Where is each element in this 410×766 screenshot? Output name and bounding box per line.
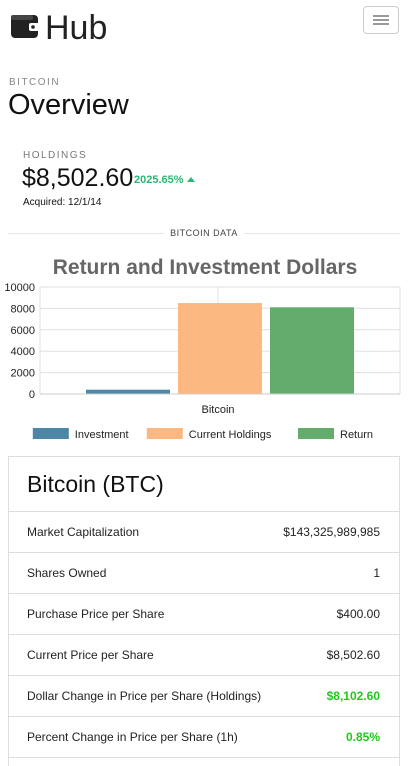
row-value: $143,325,989,985 bbox=[283, 525, 380, 539]
bar-investment bbox=[86, 389, 170, 394]
divider-label: BITCOIN DATA bbox=[164, 226, 244, 240]
row-value: $400.00 bbox=[336, 607, 380, 621]
holdings-change: 2025.65% bbox=[134, 174, 195, 186]
legend-item: Current Holdings bbox=[189, 429, 272, 441]
details-table: Market Capitalization $143,325,989,985 Sha… bbox=[9, 512, 399, 758]
row-value: $8,102.60 bbox=[326, 689, 380, 703]
y-tick-label: 6000 bbox=[11, 325, 35, 337]
hamburger-icon bbox=[373, 15, 389, 17]
app-title: Hub bbox=[45, 9, 108, 47]
table-row: Percent Change in Price per Share (1h) 0.… bbox=[9, 717, 399, 758]
x-tick-label: Bitcoin bbox=[201, 404, 234, 416]
y-tick-label: 2000 bbox=[11, 368, 35, 380]
row-label: Current Price per Share bbox=[27, 648, 154, 662]
bar-return bbox=[270, 307, 354, 394]
acquired-date: Acquired: 12/1/14 bbox=[23, 197, 102, 208]
y-tick-label: 4000 bbox=[11, 346, 35, 358]
table-row: Current Price per Share $8,502.60 bbox=[9, 635, 399, 676]
holdings-value: $8,502.60 bbox=[22, 164, 134, 192]
card-title: Bitcoin (BTC) bbox=[9, 457, 399, 512]
row-value: 0.85% bbox=[345, 730, 380, 744]
row-value: $8,502.60 bbox=[326, 648, 380, 662]
row-label: Purchase Price per Share bbox=[27, 607, 165, 621]
bar-current-holdings bbox=[178, 303, 262, 394]
legend-item: Return bbox=[340, 429, 373, 441]
row-label: Market Capitalization bbox=[27, 525, 140, 539]
holdings-change-percent: 2025.65% bbox=[134, 174, 184, 186]
legend-swatch bbox=[298, 428, 334, 439]
menu-toggle-button[interactable] bbox=[363, 6, 399, 34]
row-label: Shares Owned bbox=[27, 566, 107, 580]
row-value: 1 bbox=[373, 566, 380, 580]
table-row: Purchase Price per Share $400.00 bbox=[9, 594, 399, 635]
legend-item: Investment bbox=[75, 429, 129, 441]
wallet-icon bbox=[10, 12, 40, 45]
page-title: Overview bbox=[8, 89, 129, 121]
row-label: Dollar Change in Price per Share (Holdin… bbox=[27, 689, 262, 703]
caret-up-icon bbox=[186, 177, 195, 182]
chart-container: Return and Investment Dollars 0 2000 4000 60… bbox=[0, 248, 410, 448]
y-tick-label: 8000 bbox=[11, 303, 35, 315]
chart-title: Return and Investment Dollars bbox=[53, 256, 358, 279]
legend-swatch bbox=[146, 428, 183, 439]
row-label: Percent Change in Price per Share (1h) bbox=[27, 730, 238, 744]
table-row: Market Capitalization $143,325,989,985 bbox=[9, 512, 399, 553]
brand-link[interactable]: Hub bbox=[10, 8, 107, 48]
table-row: Dollar Change in Price per Share (Holdin… bbox=[9, 676, 399, 717]
return-investment-chart: Return and Investment Dollars 0 2000 4000 60… bbox=[4, 256, 401, 441]
coin-details-card: Bitcoin (BTC) Market Capitalization $143,… bbox=[8, 456, 400, 766]
y-tick-label: 10000 bbox=[4, 282, 35, 294]
navbar: Hub bbox=[0, 0, 410, 60]
section-label: BITCOIN bbox=[9, 77, 61, 88]
holdings-label: HOLDINGS bbox=[23, 150, 88, 161]
y-tick-label: 0 bbox=[29, 389, 35, 401]
table-row: Shares Owned 1 bbox=[9, 553, 399, 594]
legend-swatch bbox=[32, 428, 69, 439]
section-divider: BITCOIN DATA bbox=[8, 226, 400, 240]
